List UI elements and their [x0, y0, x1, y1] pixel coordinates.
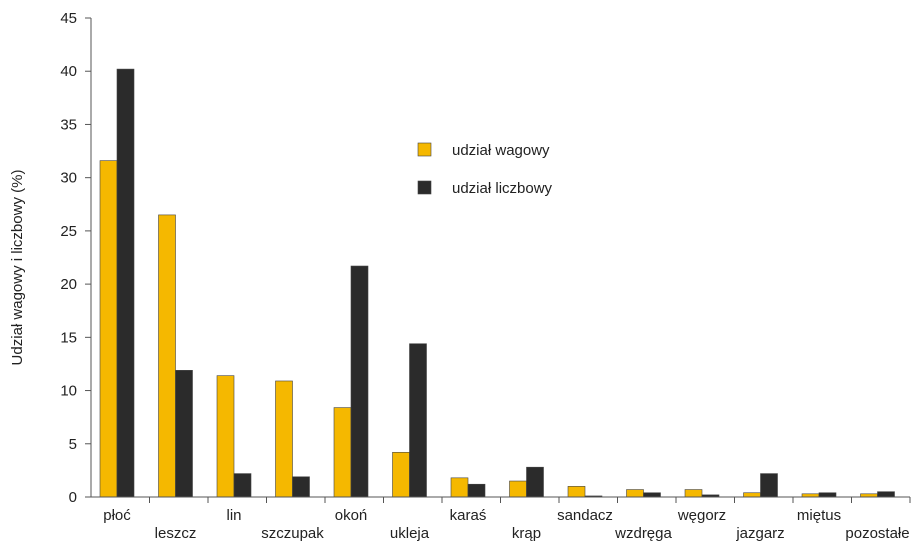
y-tick-label: 0: [69, 489, 77, 506]
bar-udzial-wagowy-11: [743, 492, 761, 498]
bar-udzial-wagowy-3: [275, 380, 293, 498]
x-category-label: krąp: [512, 525, 541, 542]
bar-udzial-liczbowy-13: [877, 491, 895, 498]
bar-udzial-liczbowy-5: [409, 343, 427, 498]
bar-udzial-liczbowy-7: [526, 466, 544, 498]
bar-udzial-wagowy-10: [684, 489, 703, 498]
x-category-label: węgorz: [677, 507, 726, 524]
x-category-label: leszcz: [155, 525, 197, 542]
y-tick-label: 45: [60, 10, 77, 27]
x-category-label: miętus: [797, 507, 841, 524]
legend-swatch: [417, 180, 432, 195]
x-category-label: lin: [226, 507, 241, 524]
x-category-label: szczupak: [261, 525, 324, 542]
legend-label: udział liczbowy: [452, 180, 553, 197]
bar-udzial-liczbowy-0: [116, 68, 135, 498]
x-category-label: okoń: [335, 507, 368, 524]
x-category-label: wzdręga: [614, 525, 672, 542]
x-category-label: sandacz: [557, 507, 613, 524]
bar-udzial-wagowy-4: [333, 407, 352, 498]
y-tick-label: 40: [60, 63, 77, 80]
bar-udzial-wagowy-8: [567, 486, 586, 498]
y-axis-title: Udział wagowy i liczbowy (%): [9, 170, 26, 366]
y-tick-label: 10: [60, 383, 77, 400]
bar-udzial-wagowy-6: [450, 477, 469, 498]
x-category-label: karaś: [450, 507, 487, 524]
y-tick-label: 35: [60, 116, 77, 133]
bar-udzial-liczbowy-6: [467, 483, 486, 498]
y-tick-label: 30: [60, 170, 77, 187]
legend-label: udział wagowy: [452, 142, 550, 159]
y-tick-label: 25: [60, 223, 77, 240]
bar-udzial-wagowy-0: [99, 160, 118, 498]
x-category-label: jazgarz: [735, 525, 784, 542]
legend: udział wagowy udział liczbowy: [417, 142, 553, 197]
y-tick-label: 15: [60, 329, 77, 346]
bar-udzial-liczbowy-11: [760, 473, 778, 498]
bar-udzial-liczbowy-9: [643, 492, 661, 498]
bar-udzial-liczbowy-12: [818, 492, 837, 498]
bars: [99, 68, 895, 498]
bar-udzial-liczbowy-1: [175, 370, 193, 498]
x-axis: płoć leszcz lin szczupak okoń ukleja karaś krąp…: [91, 496, 911, 542]
y-axis: 0 5 10 15 20 25 30 35 40 45: [60, 10, 92, 506]
bar-udzial-wagowy-9: [626, 489, 644, 498]
bar-udzial-wagowy-1: [158, 214, 176, 498]
bar-udzial-wagowy-5: [392, 451, 410, 498]
bar-udzial-liczbowy-4: [350, 265, 369, 498]
bar-udzial-wagowy-2: [216, 375, 235, 498]
y-tick-label: 20: [60, 276, 77, 293]
x-category-label: pozostałe: [845, 525, 909, 542]
x-category-label: płoć: [103, 507, 131, 524]
x-category-label: ukleja: [390, 525, 430, 542]
bar-udzial-wagowy-7: [509, 480, 527, 498]
bar-udzial-liczbowy-2: [233, 473, 252, 498]
legend-swatch: [417, 142, 432, 157]
y-tick-label: 5: [69, 436, 77, 453]
bar-udzial-liczbowy-3: [292, 476, 310, 498]
